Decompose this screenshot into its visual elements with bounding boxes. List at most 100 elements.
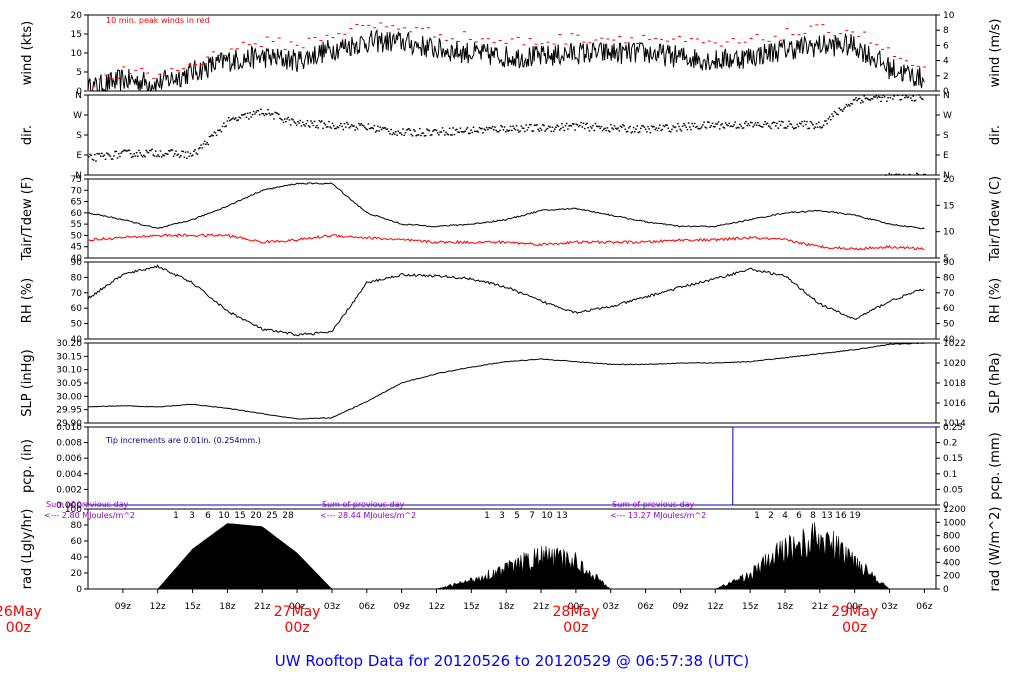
dir-point xyxy=(477,131,480,133)
dir-point xyxy=(900,98,903,101)
dir-point xyxy=(251,113,254,116)
dir-point xyxy=(668,130,671,132)
day-label-date: 27May xyxy=(274,604,321,620)
dir-point xyxy=(727,125,729,127)
dir-point xyxy=(665,124,667,126)
dir-point xyxy=(567,128,569,130)
dir-point xyxy=(583,127,586,130)
dir-point xyxy=(697,127,699,130)
dir-point xyxy=(423,135,426,137)
dir-point xyxy=(231,118,233,120)
dir-point xyxy=(867,98,869,100)
dir-point xyxy=(666,124,668,126)
dir-point xyxy=(440,131,443,133)
dir-point xyxy=(203,140,206,142)
wind-right-tick-label: 6 xyxy=(943,41,949,51)
wind-panel-frame xyxy=(87,14,937,92)
dir-point xyxy=(319,121,322,123)
dir-point xyxy=(843,108,845,110)
dir-point xyxy=(171,149,174,151)
dir-point xyxy=(268,112,270,115)
dir-point xyxy=(187,151,189,153)
dir-point xyxy=(790,123,793,125)
rad-right-tick-label: 200 xyxy=(943,572,960,582)
dir-point xyxy=(463,131,465,133)
dir-point xyxy=(555,126,557,128)
wind-right-tick-label: 2 xyxy=(943,72,949,82)
dir-point xyxy=(531,130,533,132)
hour-tick-label: 09z xyxy=(394,602,410,612)
dir-point xyxy=(894,174,897,176)
dir-point xyxy=(513,127,515,129)
dir-point xyxy=(496,131,499,133)
dir-point xyxy=(374,131,377,133)
dir-point xyxy=(139,152,141,154)
dir-point xyxy=(890,174,893,176)
dir-point xyxy=(152,154,155,156)
dir-point xyxy=(393,133,396,135)
dir-point xyxy=(356,128,359,130)
dir-point xyxy=(225,125,227,127)
pcp-right-tick-label: 0 xyxy=(943,501,949,511)
rad-sum-value: <--- 13.27 MJoules/m^2 xyxy=(610,511,706,520)
dir-point xyxy=(398,132,401,134)
dir-point xyxy=(831,113,833,115)
dir-point xyxy=(165,153,168,155)
dir-point xyxy=(135,152,138,154)
hour-tick-label: 15z xyxy=(463,602,479,612)
dir-point xyxy=(505,131,507,133)
dir-point xyxy=(329,126,331,128)
dir-ylabel-left: dir. xyxy=(20,125,35,145)
dir-point xyxy=(134,155,137,157)
dir-point xyxy=(907,96,910,98)
dir-right-tick-label: S xyxy=(943,131,949,141)
dir-point xyxy=(200,144,202,146)
dir-point xyxy=(226,120,229,122)
dir-point xyxy=(537,128,539,131)
temperature-ylabel-left: Tair/Tdew (F) xyxy=(20,177,35,262)
dir-point xyxy=(797,125,800,128)
rh-right-tick-label: 60 xyxy=(943,304,955,314)
dir-point xyxy=(870,98,873,100)
dir-point xyxy=(123,149,126,151)
rad-ylabel-left: rad (Lgly/hr) xyxy=(20,509,35,590)
dir-point xyxy=(527,126,530,129)
rh-left-tick-label: 50 xyxy=(71,320,83,330)
dir-point xyxy=(470,129,472,131)
dir-point xyxy=(600,125,603,128)
dir-point xyxy=(186,157,188,159)
dir-point xyxy=(619,125,622,127)
dir-point xyxy=(143,154,145,157)
dir-point xyxy=(306,120,309,122)
dir-point xyxy=(654,128,656,131)
dir-point xyxy=(417,134,420,136)
slp-left-tick-label: 29.90 xyxy=(56,419,82,429)
dir-point xyxy=(661,128,664,131)
dir-point xyxy=(626,130,629,133)
rh-right-tick-label: 50 xyxy=(943,320,955,330)
dir-point xyxy=(837,113,839,116)
dir-point xyxy=(560,127,562,130)
dir-point xyxy=(111,158,114,160)
dir-point xyxy=(825,120,827,122)
dir-point xyxy=(158,155,161,158)
dir-point xyxy=(162,154,164,156)
dir-point xyxy=(291,118,293,120)
dir-point xyxy=(752,126,754,128)
dir-point xyxy=(490,127,493,129)
dir-point xyxy=(328,120,330,123)
rh-line xyxy=(87,264,925,337)
dir-point xyxy=(748,124,751,127)
dir-point xyxy=(656,129,659,132)
dir-point xyxy=(791,126,794,128)
dir-point xyxy=(270,113,273,115)
dir-point xyxy=(604,127,606,129)
dir-point xyxy=(773,121,776,124)
dir-point xyxy=(426,128,428,130)
dir-point xyxy=(588,130,591,132)
dir-point xyxy=(667,127,670,129)
pcp-right-tick-label: 0.25 xyxy=(943,423,963,433)
temperature-left-tick-label: 50 xyxy=(71,231,83,241)
dir-point xyxy=(920,97,923,100)
